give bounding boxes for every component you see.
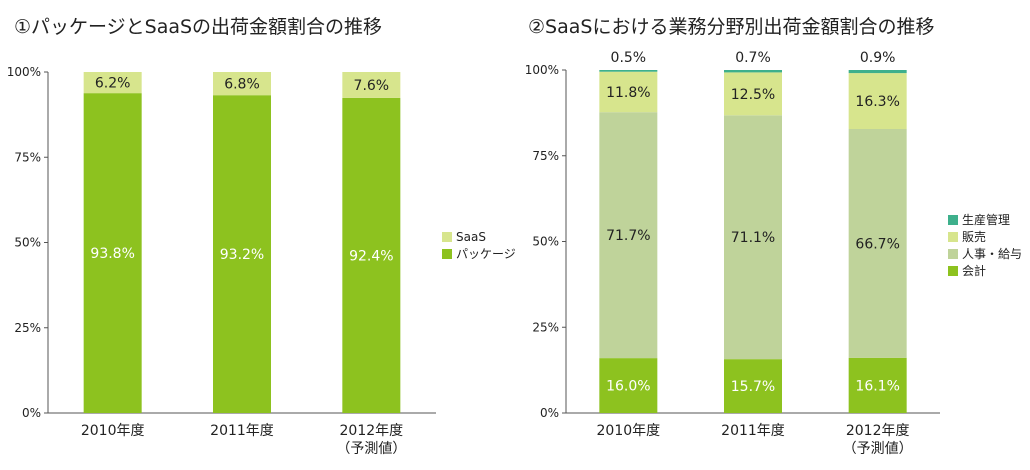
chart1-bar-segment <box>83 93 142 413</box>
chart1-legend-swatch <box>442 232 452 242</box>
chart2-legend-swatch <box>948 232 958 242</box>
chart2-bar-segment <box>599 358 658 413</box>
chart2-category-label: 2012年度 <box>846 423 910 439</box>
chart2-legend-label: 人事・給与 <box>962 247 1022 261</box>
chart2-y-tick-label: 25% <box>532 320 559 334</box>
chart1-data-label: 6.8% <box>224 77 260 93</box>
chart1-y-tick-label: 75% <box>14 150 41 164</box>
chart1-bar-segment <box>342 72 401 98</box>
chart2-plot: 0% 25% 50% 75% 100% 16.0% 71.7% 11.8% 0.5% 2010年度… <box>525 50 1022 457</box>
chart1-legend: SaaS パッケージ <box>442 230 516 261</box>
chart1-bar-segment <box>83 72 142 94</box>
chart2-bar-segment <box>724 359 782 413</box>
chart2-legend-swatch <box>948 249 958 259</box>
chart2-data-label: 71.7% <box>606 228 650 244</box>
chart2-y-tick-label: 50% <box>532 235 559 249</box>
chart2-y-tick-label: 0% <box>540 406 559 420</box>
chart1-bar-segment <box>213 95 271 414</box>
chart2-bar-segment <box>599 112 658 359</box>
chart2-data-label: 0.7% <box>735 50 771 66</box>
chart2-legend-label: 販売 <box>962 229 986 244</box>
chart1-category-sublabel: （予測値） <box>336 441 406 457</box>
chart2-category-sublabel: （予測値） <box>843 441 913 457</box>
chart1-category-label: 2010年度 <box>81 423 145 439</box>
chart2-category-label: 2011年度 <box>721 423 785 439</box>
chart1-legend-label: パッケージ <box>456 247 516 261</box>
chart2-data-label: 71.1% <box>731 230 775 246</box>
chart2-bar-segment <box>848 70 907 74</box>
chart2-y-tick-label: 100% <box>525 63 559 77</box>
chart1-plot: 0% 25% 50% 75% 100% 93.8% 6.2% 2010年度 93.2% 6.8% 2… <box>7 65 516 457</box>
chart1-data-label: 6.2% <box>95 76 131 92</box>
chart2-legend-label: 会計 <box>962 263 986 278</box>
chart1-data-label: 7.6% <box>354 78 390 94</box>
chart1-data-label: 93.2% <box>220 247 264 263</box>
chart2-legend-swatch <box>948 215 958 225</box>
chart1-y-tick-label: 50% <box>14 236 41 250</box>
chart2-legend-swatch <box>948 266 958 276</box>
chart2-category-label: 2010年度 <box>597 423 661 439</box>
chart1-y-tick-label: 25% <box>14 321 41 335</box>
chart1-legend-label: SaaS <box>456 230 486 244</box>
chart2-bar-segment <box>724 115 782 360</box>
chart1-data-label: 92.4% <box>349 248 393 264</box>
chart2-bar-segment <box>599 71 658 113</box>
chart2-bar-segment <box>848 357 907 413</box>
chart2-data-label: 16.1% <box>855 378 899 394</box>
chart2-data-label: 15.7% <box>731 379 775 395</box>
chart2-data-label: 66.7% <box>855 236 899 252</box>
chart2-data-label: 16.0% <box>606 379 650 395</box>
chart2-data-label: 11.8% <box>606 85 650 101</box>
chart2-bar-segment <box>724 72 782 116</box>
chart1-category-label: 2011年度 <box>210 423 274 439</box>
chart2-legend-label: 生産管理 <box>962 212 1010 227</box>
chart1-bar-segment <box>342 97 401 413</box>
chart2-data-label: 0.9% <box>860 50 896 66</box>
chart2-bar-segment <box>599 70 658 72</box>
chart1-data-label: 93.8% <box>90 246 134 262</box>
chart1-y-tick-label: 0% <box>22 406 41 420</box>
chart2-data-label: 16.3% <box>855 94 899 110</box>
chart2-data-label: 12.5% <box>731 87 775 103</box>
chart2-title: ②SaaSにおける業務分野別出荷金額割合の推移 <box>528 16 934 38</box>
chart2-data-label: 0.5% <box>611 50 647 66</box>
chart2-y-tick-label: 75% <box>532 149 559 163</box>
chart1-title: ①パッケージとSaaSの出荷金額割合の推移 <box>14 16 382 38</box>
chart2-bar-segment <box>848 128 907 358</box>
chart1-category-label: 2012年度 <box>340 423 404 439</box>
chart2-bar-segment <box>724 70 782 73</box>
chart1-legend-swatch <box>442 249 452 259</box>
chart2-bar-segment <box>848 73 907 129</box>
chart1-y-tick-label: 100% <box>7 65 41 79</box>
chart1-bar-segment <box>213 72 271 96</box>
